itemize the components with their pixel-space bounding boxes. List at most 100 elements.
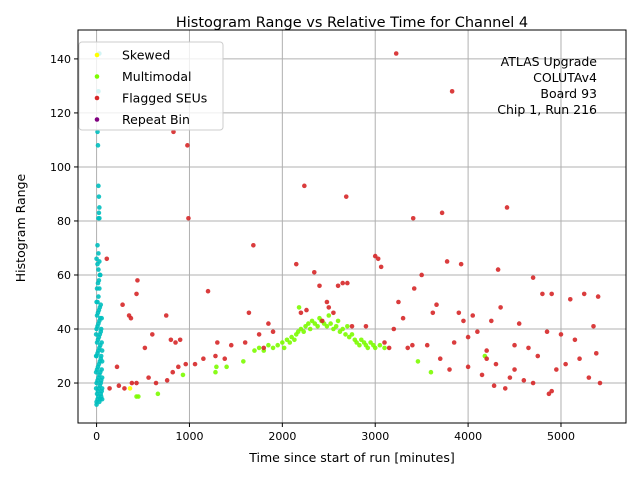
point-flagged-seus bbox=[302, 183, 307, 189]
point-multimodal bbox=[180, 372, 186, 378]
point-unlabeled bbox=[97, 205, 102, 210]
point-flagged-seus bbox=[597, 380, 603, 386]
point-multimodal bbox=[372, 345, 378, 351]
annotation-line: COLUTAv4 bbox=[533, 70, 597, 85]
point-multimodal bbox=[349, 332, 355, 337]
point-flagged-seus bbox=[521, 378, 527, 383]
point-skewed bbox=[127, 386, 133, 391]
annotation-line: Board 93 bbox=[540, 86, 597, 101]
point-flagged-seus bbox=[449, 89, 455, 94]
point-unlabeled bbox=[95, 242, 100, 248]
point-flagged-seus bbox=[465, 334, 471, 340]
y-tick-label: 100 bbox=[50, 161, 71, 174]
point-flagged-seus bbox=[400, 315, 406, 321]
point-flagged-seus bbox=[516, 321, 522, 326]
legend-label-multimodal: Multimodal bbox=[122, 69, 191, 84]
chart-title: Histogram Range vs Relative Time for Cha… bbox=[176, 15, 528, 31]
point-flagged-seus bbox=[591, 324, 596, 329]
plot-frame bbox=[77, 29, 627, 424]
point-flagged-seus bbox=[586, 375, 592, 380]
x-axis-label: Time since start of run [minutes] bbox=[248, 450, 454, 465]
point-unlabeled bbox=[96, 194, 102, 199]
point-flagged-seus bbox=[340, 280, 346, 286]
point-unlabeled bbox=[99, 375, 105, 380]
point-flagged-seus bbox=[324, 299, 330, 305]
point-unlabeled bbox=[96, 251, 101, 256]
annotation-line: Chip 1, Run 216 bbox=[497, 102, 597, 117]
point-flagged-seus bbox=[163, 313, 169, 318]
point-unlabeled bbox=[99, 386, 105, 391]
point-multimodal bbox=[214, 364, 219, 370]
point-flagged-seus bbox=[372, 253, 378, 259]
point-flagged-seus bbox=[479, 372, 485, 378]
point-multimodal bbox=[345, 324, 350, 329]
point-flagged-seus bbox=[424, 342, 430, 348]
point-multimodal bbox=[213, 369, 218, 375]
axis-ticks: 0 1000 2000 3000 4000 5000 20 40 60 80 100 120 140 bbox=[50, 53, 575, 443]
point-flagged-seus bbox=[311, 269, 317, 275]
point-flagged-seus bbox=[540, 291, 545, 297]
legend-label-flagged-seus: Flagged SEUs bbox=[122, 91, 207, 106]
y-axis-label: Histogram Range bbox=[13, 173, 28, 282]
point-flagged-seus bbox=[107, 386, 112, 391]
point-flagged-seus bbox=[345, 280, 350, 286]
point-unlabeled bbox=[96, 278, 102, 283]
point-flagged-seus bbox=[437, 356, 443, 362]
point-flagged-seus bbox=[176, 364, 181, 370]
point-unlabeled bbox=[94, 299, 99, 305]
point-flagged-seus bbox=[326, 305, 332, 310]
point-flagged-seus bbox=[512, 342, 517, 348]
point-multimodal bbox=[296, 305, 302, 310]
point-flagged-seus bbox=[549, 291, 554, 297]
point-unlabeled bbox=[96, 183, 101, 189]
legend-marker-flagged-seus bbox=[94, 95, 100, 101]
point-unlabeled bbox=[93, 386, 99, 391]
x-tick-label: 0 bbox=[93, 430, 100, 443]
point-flagged-seus bbox=[205, 288, 211, 294]
point-flagged-seus bbox=[134, 291, 139, 297]
point-multimodal bbox=[324, 324, 330, 329]
point-unlabeled bbox=[93, 332, 99, 337]
point-multimodal bbox=[333, 324, 339, 329]
y-tick-label: 20 bbox=[57, 377, 71, 390]
point-flagged-seus bbox=[491, 383, 497, 389]
legend-label-repeat-bin: Repeat Bin bbox=[122, 112, 190, 127]
annotation: ATLAS Upgrade COLUTAv4 Board 93 Chip 1, … bbox=[497, 54, 597, 117]
point-flagged-seus bbox=[502, 386, 508, 391]
point-flagged-seus bbox=[382, 340, 387, 345]
point-flagged-seus bbox=[298, 310, 304, 316]
legend-marker-repeat-bin bbox=[94, 117, 100, 122]
point-flagged-seus bbox=[104, 256, 110, 262]
x-tick-label: 5000 bbox=[547, 430, 575, 443]
point-flagged-seus bbox=[391, 326, 397, 332]
point-unlabeled bbox=[95, 129, 100, 135]
point-multimodal bbox=[415, 359, 421, 364]
point-flagged-seus bbox=[458, 261, 464, 267]
point-flagged-seus bbox=[171, 129, 176, 135]
legend: Skewed Multimodal Flagged SEUs Repeat Bin bbox=[78, 41, 224, 131]
point-flagged-seus bbox=[544, 329, 550, 335]
x-tick-label: 4000 bbox=[454, 430, 482, 443]
point-flagged-seus bbox=[120, 302, 125, 307]
point-flagged-seus bbox=[129, 380, 135, 386]
point-flagged-seus bbox=[146, 375, 151, 380]
point-flagged-seus bbox=[177, 337, 183, 343]
point-multimodal bbox=[328, 321, 333, 326]
point-flagged-seus bbox=[498, 305, 503, 310]
point-multimodal bbox=[382, 345, 387, 351]
point-flagged-seus bbox=[343, 194, 349, 199]
point-flagged-seus bbox=[444, 259, 450, 264]
point-flagged-seus bbox=[461, 318, 466, 324]
point-multimodal bbox=[224, 364, 229, 370]
point-flagged-seus bbox=[581, 291, 587, 297]
point-flagged-seus bbox=[215, 340, 220, 345]
point-flagged-seus bbox=[549, 388, 554, 394]
point-unlabeled bbox=[98, 302, 104, 307]
point-flagged-seus bbox=[331, 310, 336, 316]
point-flagged-seus bbox=[261, 345, 267, 351]
point-flagged-seus bbox=[535, 353, 541, 359]
data-points bbox=[93, 51, 603, 407]
point-multimodal bbox=[377, 342, 383, 348]
point-flagged-seus bbox=[164, 378, 170, 383]
